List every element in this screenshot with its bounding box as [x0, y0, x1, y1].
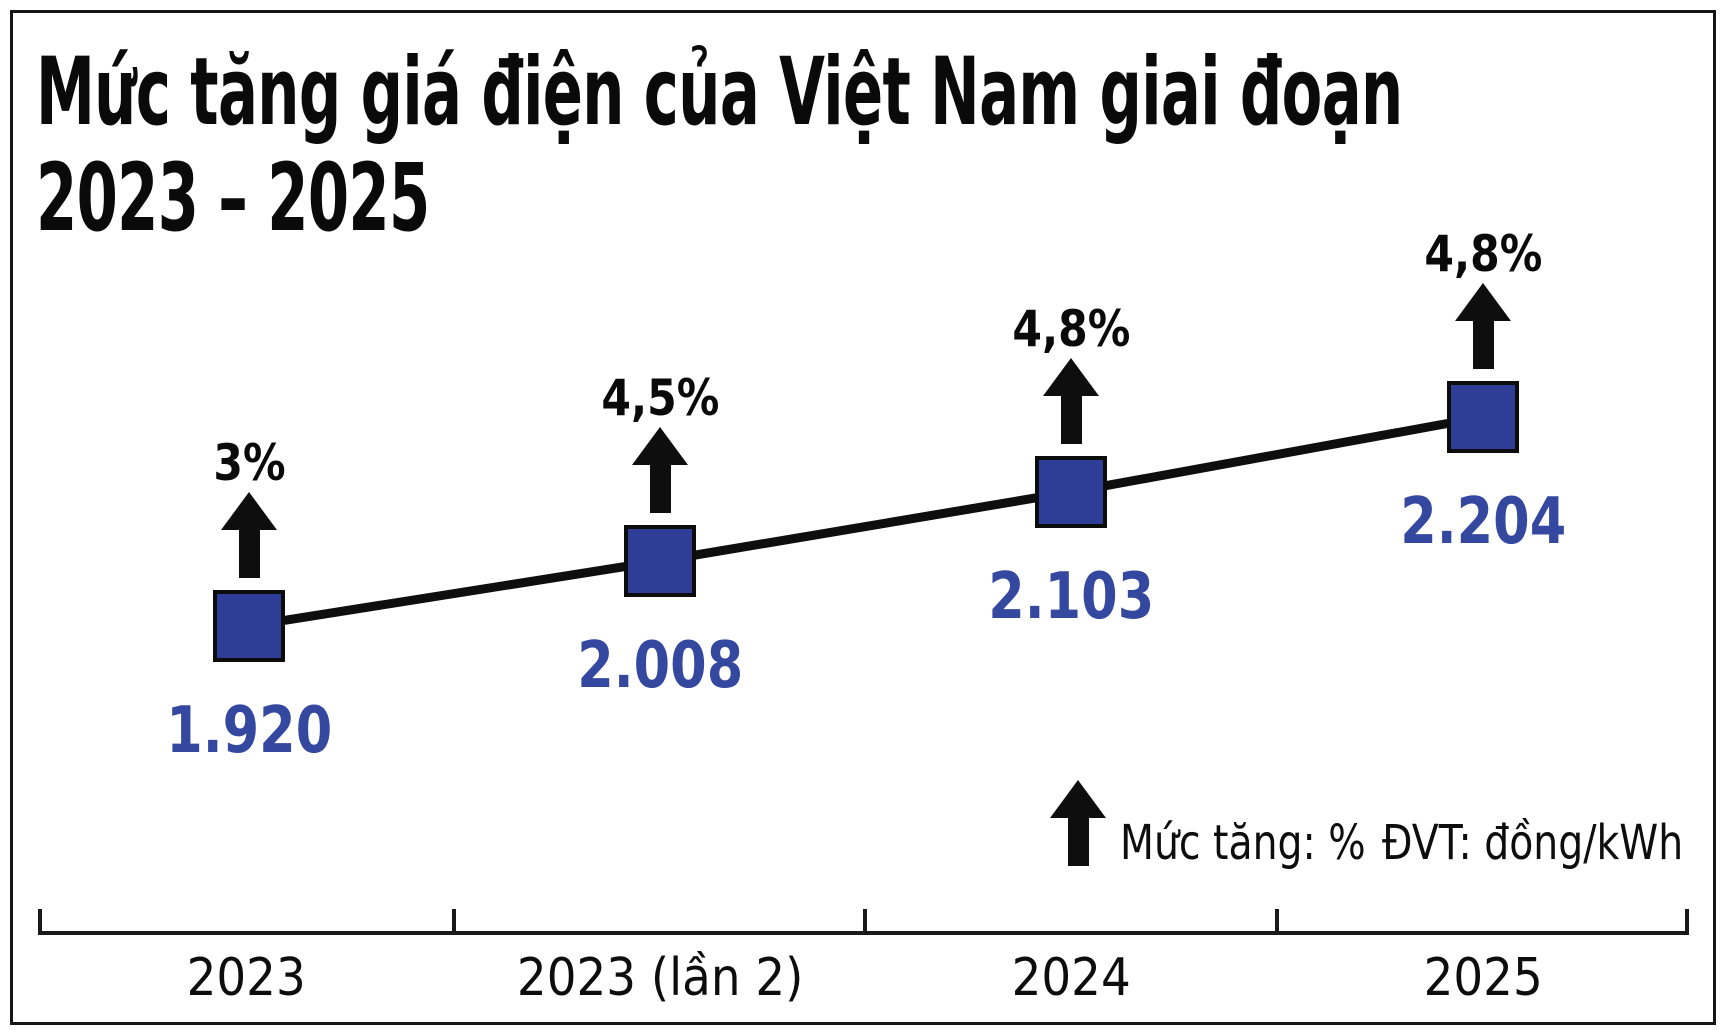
- increase-label-2023: 3%: [212, 434, 286, 492]
- arrow-shaft: [1060, 396, 1082, 444]
- arrow-head: [1043, 358, 1099, 396]
- x-axis-tick: [452, 909, 456, 933]
- arrow-head: [1050, 780, 1106, 818]
- chart-title-line1: Mức tăng giá điện của Việt Nam giai đoạn: [36, 38, 1403, 147]
- arrow-shaft: [1472, 321, 1494, 369]
- value-label-2025: 2.204: [1400, 485, 1566, 559]
- arrow-head: [221, 492, 277, 530]
- x-axis-label-2023-2: 2023 (lần 2): [516, 948, 804, 1008]
- chart-title: Mức tăng giá điện của Việt Nam giai đoạn…: [36, 38, 1726, 254]
- arrow-head: [1455, 283, 1511, 321]
- arrow-shaft: [1067, 818, 1089, 866]
- increase-arrow-icon: [632, 427, 688, 513]
- legend-increase-label: Mức tăng: %: [1120, 815, 1366, 871]
- increase-label-2025: 4,8%: [1424, 225, 1542, 283]
- data-point-marker-2023: [213, 590, 285, 662]
- increase-arrow-icon: [1043, 358, 1099, 444]
- increase-arrow-icon: [221, 492, 277, 578]
- data-point-marker-2024: [1035, 456, 1107, 528]
- increase-label-2023-2: 4,5%: [601, 369, 719, 427]
- legend-unit-label: ĐVT: đồng/kWh: [1382, 815, 1684, 871]
- arrow-shaft: [238, 530, 260, 578]
- arrow-head: [632, 427, 688, 465]
- value-label-2023-2: 2.008: [577, 629, 743, 703]
- x-axis-tick: [1685, 909, 1689, 933]
- legend-arrow-icon: [1050, 780, 1106, 866]
- increase-arrow-icon: [1455, 283, 1511, 369]
- x-axis-tick: [863, 909, 867, 933]
- value-label-2024: 2.103: [988, 560, 1154, 634]
- data-point-marker-2025: [1447, 381, 1519, 453]
- arrow-shaft: [649, 465, 671, 513]
- data-point-marker-2023-2: [624, 525, 696, 597]
- x-axis: [38, 931, 1689, 935]
- x-axis-label-2025: 2025: [1423, 948, 1543, 1008]
- x-axis-tick: [38, 909, 42, 933]
- increase-label-2024: 4,8%: [1012, 300, 1130, 358]
- x-axis-label-2023: 2023: [186, 948, 306, 1008]
- x-axis-label-2024: 2024: [1011, 948, 1131, 1008]
- x-axis-tick: [1275, 909, 1279, 933]
- chart-title-line2: 2023 – 2025: [36, 144, 430, 254]
- value-label-2023: 1.920: [166, 694, 332, 768]
